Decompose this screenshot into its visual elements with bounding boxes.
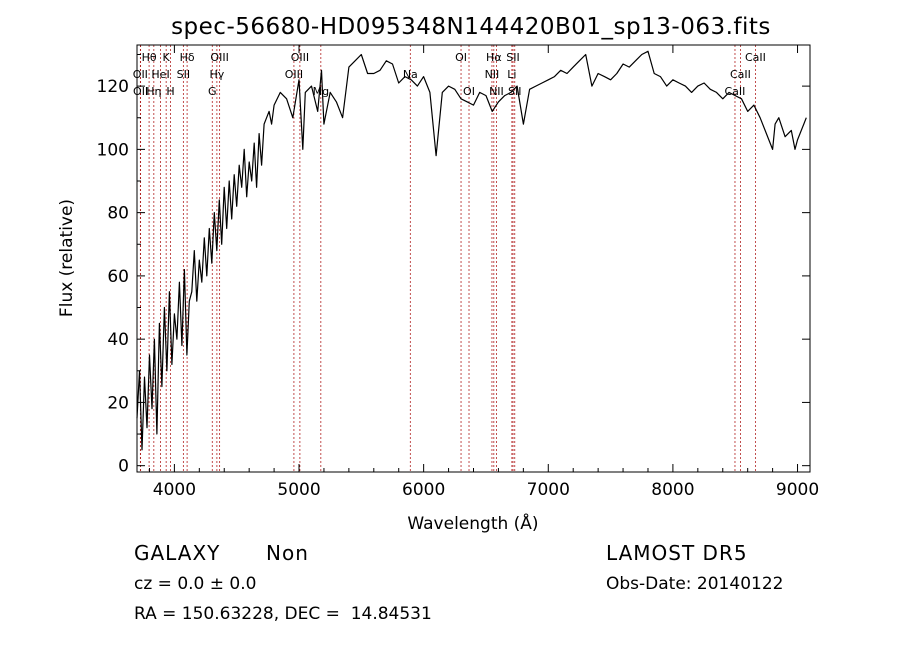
- spectrum-line: [136, 50, 807, 451]
- line-marker-label: NII: [489, 85, 504, 98]
- line-marker-label: Mg: [313, 85, 329, 98]
- x-tick-label: 4000: [153, 480, 196, 500]
- line-marker-label: H: [166, 85, 174, 98]
- y-axis: 0 20 40 60 80 100 120: [97, 53, 810, 477]
- line-marker-label: OI: [463, 85, 475, 98]
- line-marker-label: CaII: [745, 51, 766, 64]
- line-marker-label: OIII: [210, 51, 228, 64]
- line-marker-label: CaII: [730, 68, 751, 81]
- plot-frame: [136, 44, 811, 473]
- coordinates: RA = 150.63228, DEC = 14.84531: [134, 604, 432, 624]
- line-marker-label: SII: [508, 85, 521, 98]
- series-group: [136, 50, 807, 451]
- chart-title: spec-56680-HD095348N144420B01_sp13-063.f…: [171, 14, 771, 40]
- obs-date: Obs-Date: 20140122: [606, 574, 784, 594]
- line-marker-label: K: [163, 51, 171, 64]
- line-marker-label: OIII: [291, 51, 309, 64]
- line-marker-label: NII: [485, 68, 500, 81]
- y-axis-label: Flux (relative): [57, 199, 77, 317]
- y-tick-label: 0: [118, 457, 129, 477]
- line-marker-labels: OIIOIIHθHηHeIKHHδSIIOIIIHγGOIIIOIIIMgNaO…: [133, 51, 766, 98]
- line-marker-label: OIII: [285, 68, 303, 81]
- line-marker-label: Hθ: [142, 51, 157, 64]
- y-tick-label: 60: [107, 267, 129, 287]
- line-marker-label: Hγ: [209, 68, 224, 81]
- x-tick-label: 5000: [277, 480, 320, 500]
- y-tick-label: 40: [107, 330, 129, 350]
- line-marker-label: G: [208, 85, 217, 98]
- x-tick-label: 6000: [402, 480, 445, 500]
- line-marker-label: Li: [507, 68, 516, 81]
- object-class: GALAXY: [134, 541, 221, 565]
- x-tick-label: 7000: [527, 480, 570, 500]
- line-marker-label: CaII: [725, 85, 746, 98]
- redshift-cz: cz = 0.0 ± 0.0: [134, 574, 257, 594]
- line-markers: [139, 45, 756, 472]
- x-tick-label: 9000: [776, 480, 819, 500]
- line-marker-label: Hα: [486, 51, 502, 64]
- line-marker-label: Hδ: [180, 51, 195, 64]
- y-tick-label: 80: [107, 204, 129, 224]
- y-tick-label: 100: [97, 140, 129, 160]
- survey-name: LAMOST DR5: [606, 541, 748, 565]
- line-marker-label: SII: [177, 68, 190, 81]
- line-marker-label: HeI: [151, 68, 169, 81]
- y-tick-label: 20: [107, 393, 129, 413]
- line-marker-label: Hη: [146, 85, 161, 98]
- x-axis-label: Wavelength (Å): [407, 512, 538, 534]
- object-subclass: Non: [266, 541, 309, 565]
- line-marker-label: OII: [133, 68, 148, 81]
- line-marker-label: OI: [455, 51, 467, 64]
- x-axis: 4000 5000 6000 7000 8000 9000: [148, 45, 819, 500]
- line-marker-label: SII: [506, 51, 519, 64]
- x-tick-label: 8000: [651, 480, 694, 500]
- y-tick-label: 120: [97, 77, 129, 97]
